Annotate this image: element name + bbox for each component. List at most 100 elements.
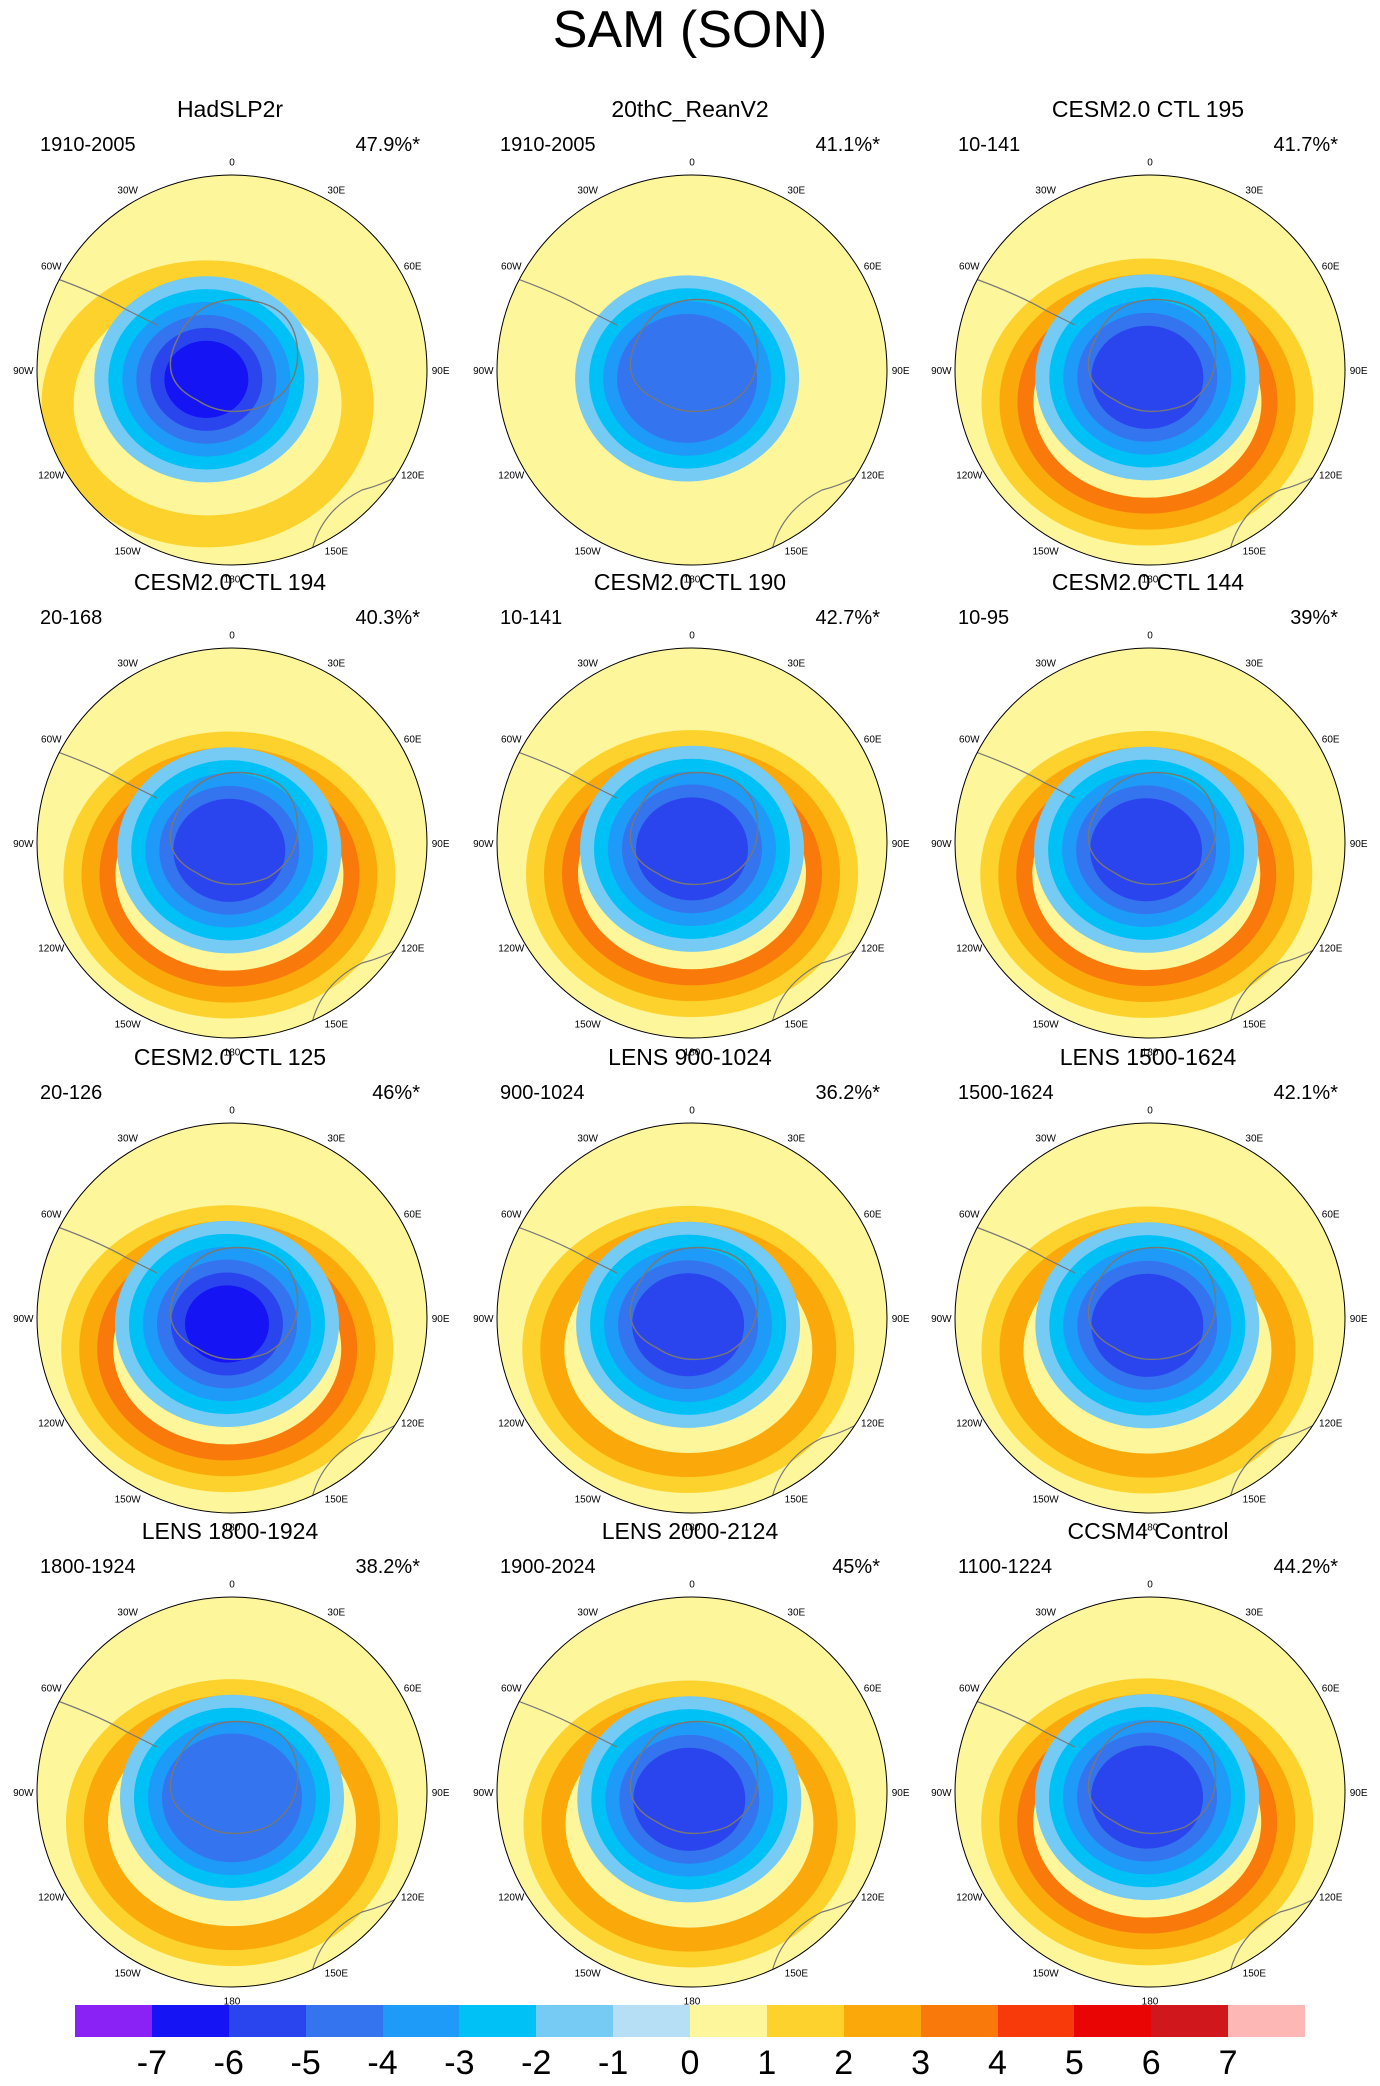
map-boundary — [496, 647, 888, 1039]
map-boundary — [496, 174, 888, 566]
longitude-label: 120E — [401, 1892, 425, 1903]
longitude-label: 0 — [229, 157, 235, 168]
panel-variance: 38.2%* — [355, 1556, 421, 1578]
colorbar-box — [1151, 2005, 1229, 2037]
panel-variance: 36.2%* — [815, 1082, 881, 1104]
longitude-label: 120E — [401, 943, 425, 954]
longitude-label: 90W — [931, 839, 952, 850]
longitude-label: 90W — [931, 1314, 952, 1325]
longitude-label: 180 — [1142, 1997, 1159, 2008]
longitude-label: 30W — [117, 1607, 138, 1618]
colorbar-tick-label: -1 — [598, 2044, 629, 2082]
negative-anomaly-band — [1091, 1745, 1204, 1849]
longitude-label: 120E — [861, 470, 885, 481]
longitude-label: 0 — [1147, 1579, 1153, 1590]
longitude-label: 150W — [115, 547, 142, 558]
longitude-label: 90E — [432, 366, 450, 377]
longitude-label: 60E — [864, 1684, 882, 1695]
longitude-label: 150E — [1243, 1969, 1267, 1980]
polar-map: 0 30E 60E 90E 120E 150E 180 150W 120W 90W 60W 30W — [13, 630, 450, 1058]
longitude-label: 60W — [41, 1684, 62, 1695]
map-panel: 0 30E 60E 90E 120E 150E 180 150W 120W 90W 60W 30W 20… — [460, 95, 920, 586]
longitude-label: 30W — [577, 658, 598, 669]
longitude-label: 120E — [861, 943, 885, 954]
colorbar-tick-label: -6 — [213, 2044, 244, 2082]
longitude-label: 150E — [785, 1969, 809, 1980]
colorbar-box — [228, 2005, 306, 2037]
longitude-label: 60W — [501, 262, 522, 273]
panel-variance: 40.3%* — [355, 607, 421, 629]
colorbar-box — [920, 2005, 998, 2037]
longitude-label: 60W — [959, 1210, 980, 1221]
longitude-label: 120W — [956, 943, 983, 954]
polar-map: 0 30E 60E 90E 120E 150E 180 150W 120W 90W 60W 30W — [13, 1579, 450, 2007]
longitude-label: 150W — [575, 1969, 602, 1980]
longitude-label: 30E — [787, 185, 805, 196]
longitude-label: 120W — [498, 1418, 525, 1429]
longitude-label: 150E — [1243, 1020, 1267, 1031]
colorbar-tick-label: 2 — [834, 2044, 854, 2082]
longitude-label: 150E — [325, 547, 349, 558]
negative-anomaly-band — [162, 1733, 302, 1863]
longitude-label: 180 — [224, 575, 241, 586]
longitude-label: 90E — [892, 1788, 910, 1799]
polar-map: 0 30E 60E 90E 120E 150E 180 150W 120W 90W 60W 30W — [931, 1579, 1368, 2007]
polar-map: 0 30E 60E 90E 120E 150E 180 150W 120W 90W 60W 30W — [473, 1105, 910, 1533]
panel-period: 10-141 — [958, 134, 1021, 156]
colorbar-tick-label: 0 — [680, 2044, 700, 2082]
longitude-label: 150W — [1033, 1969, 1060, 1980]
longitude-label: 90W — [13, 1788, 34, 1799]
longitude-label: 0 — [229, 1579, 235, 1590]
colorbar: -7 -6 -5 -4 -3 -2 -1 0 1 2 3 4 5 6 7 — [75, 2005, 1305, 2085]
longitude-label: 30W — [117, 185, 138, 196]
longitude-label: 180 — [684, 1523, 701, 1534]
longitude-label: 60E — [404, 262, 422, 273]
longitude-label: 150E — [1243, 1495, 1267, 1506]
longitude-label: 60E — [404, 735, 422, 746]
colorbar-box — [1228, 2005, 1305, 2037]
longitude-label: 180 — [684, 1048, 701, 1059]
longitude-label: 30E — [327, 185, 345, 196]
longitude-label: 90E — [892, 1314, 910, 1325]
polar-map: 0 30E 60E 90E 120E 150E 180 150W 120W 90W 60W 30W — [13, 1105, 450, 1533]
colorbar-box — [459, 2005, 537, 2037]
longitude-label: 30E — [327, 658, 345, 669]
polar-map: 0 30E 60E 90E 120E 150E 180 150W 120W 90W 60W 30W — [931, 630, 1368, 1058]
longitude-label: 180 — [224, 1997, 241, 2008]
south-america-coastline — [497, 742, 618, 799]
longitude-label: 60E — [1322, 1684, 1340, 1695]
longitude-label: 120W — [498, 943, 525, 954]
map-panel: 0 30E 60E 90E 120E 150E 180 150W 120W 90W 60W 30W CE… — [0, 1043, 460, 1534]
south-america-coastline — [497, 1217, 618, 1274]
longitude-label: 150W — [115, 1969, 142, 1980]
longitude-label: 90W — [931, 1788, 952, 1799]
longitude-label: 120E — [401, 1418, 425, 1429]
longitude-label: 0 — [1147, 1105, 1153, 1116]
polar-map: 0 30E 60E 90E 120E 150E 180 150W 120W 90W 60W 30W — [931, 1105, 1368, 1533]
longitude-label: 150E — [325, 1020, 349, 1031]
south-america-coastline — [37, 1691, 158, 1748]
longitude-label: 60W — [959, 735, 980, 746]
south-america-coastline — [955, 742, 1076, 799]
colorbar-tick-label: -4 — [367, 2044, 398, 2082]
panel-variance: 46%* — [372, 1082, 420, 1104]
map-panel: 0 30E 60E 90E 120E 150E 180 150W 120W 90W 60W 30W CE… — [0, 568, 460, 1059]
antarctica-coastline — [1087, 1246, 1217, 1361]
longitude-label: 90W — [473, 1314, 494, 1325]
longitude-label: 120E — [1319, 470, 1343, 481]
longitude-label: 90W — [13, 1314, 34, 1325]
map-panel: 0 30E 60E 90E 120E 150E 180 150W 120W 90W 60W 30W CC… — [918, 1517, 1378, 2008]
polar-map: 0 30E 60E 90E 120E 150E 180 150W 120W 90W 60W 30W — [473, 1579, 910, 2007]
longitude-label: 150E — [785, 1020, 809, 1031]
longitude-label: 60W — [501, 1684, 522, 1695]
panel-title: LENS 2000-2124 — [601, 1518, 779, 1544]
longitude-label: 120E — [861, 1418, 885, 1429]
antarctica-coastline — [1087, 1720, 1217, 1835]
longitude-label: 30W — [1035, 658, 1056, 669]
colorbar-box — [997, 2005, 1075, 2037]
longitude-label: 60E — [864, 735, 882, 746]
longitude-label: 30E — [787, 1133, 805, 1144]
longitude-label: 30W — [1035, 185, 1056, 196]
longitude-label: 90W — [13, 366, 34, 377]
longitude-label: 150E — [785, 547, 809, 558]
